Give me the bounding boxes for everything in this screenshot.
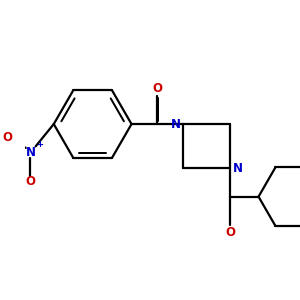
Text: N: N — [232, 162, 243, 175]
Text: +: + — [36, 140, 43, 149]
Text: O: O — [26, 175, 35, 188]
Text: O: O — [225, 226, 235, 239]
Text: N: N — [171, 118, 181, 130]
Text: O: O — [152, 82, 162, 95]
Text: N: N — [26, 146, 35, 159]
Text: O: O — [2, 130, 12, 143]
